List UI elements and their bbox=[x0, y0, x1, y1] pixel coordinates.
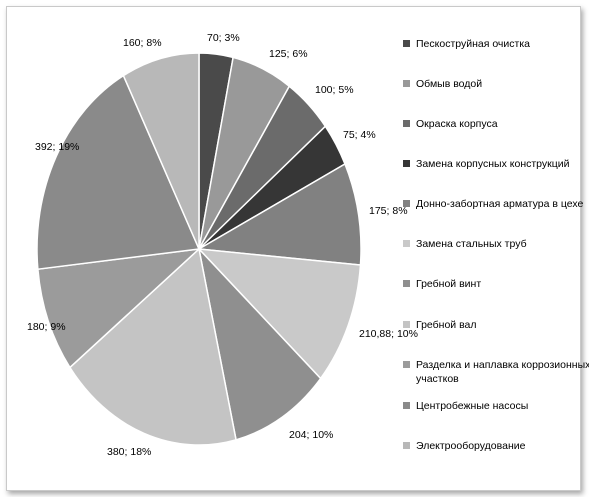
slice-data-label: 204; 10% bbox=[289, 429, 333, 441]
pie-chart: 70; 3% 125; 6% 100; 5% 75; 4% 175; 8% 210,88;… bbox=[27, 32, 418, 458]
slice-data-label: 380; 18% bbox=[107, 446, 151, 458]
legend-swatch bbox=[403, 120, 410, 127]
chart-frame: 70; 3% 125; 6% 100; 5% 75; 4% 175; 8% 210,88;… bbox=[6, 6, 589, 491]
legend-label: Гребной винт bbox=[416, 278, 482, 290]
pie-slice bbox=[197, 246, 322, 441]
slice-data-label: 100; 5% bbox=[315, 84, 354, 96]
legend-swatch bbox=[403, 80, 410, 87]
slice-data-label: 75; 4% bbox=[343, 129, 376, 141]
slice-data-label: 160; 8% bbox=[123, 37, 162, 49]
legend-label: Гребной вал bbox=[416, 319, 477, 331]
slice-data-label: 392; 19% bbox=[35, 141, 79, 153]
slice-data-label: 180; 9% bbox=[27, 321, 66, 333]
legend-label: Обмыв водой bbox=[416, 78, 483, 90]
legend-label: Электрооборудование bbox=[416, 440, 526, 452]
pie-slice bbox=[196, 162, 362, 266]
legend-label: Донно-забортная арматура в цехе bbox=[416, 198, 584, 210]
pie-slice bbox=[68, 247, 237, 446]
legend-label: Центробежные насосы bbox=[416, 400, 529, 412]
legend-label: Пескоструйная очистка bbox=[416, 38, 530, 50]
legend-swatch bbox=[403, 442, 410, 449]
slice-data-label: 210,88; 10% bbox=[359, 328, 418, 340]
legend-swatch bbox=[403, 361, 410, 368]
legend-swatch bbox=[403, 40, 410, 47]
pie-slice bbox=[122, 52, 200, 250]
pie-slice bbox=[197, 248, 362, 380]
legend-swatch bbox=[403, 402, 410, 409]
slice-data-label: 125; 6% bbox=[269, 48, 308, 60]
legend-swatch bbox=[403, 160, 410, 167]
legend-label: Окраска корпуса bbox=[416, 118, 498, 130]
pie-slice bbox=[36, 74, 201, 271]
legend-label: Замена корпусных конструкций bbox=[416, 158, 570, 170]
legend-swatch bbox=[403, 240, 410, 247]
legend-label: Разделка и наплавка коррозионных участко… bbox=[416, 359, 589, 385]
pie-slice bbox=[37, 247, 202, 369]
slice-data-label: 175; 8% bbox=[369, 205, 408, 217]
legend-swatch bbox=[403, 200, 410, 207]
slice-data-label: 70; 3% bbox=[207, 32, 240, 44]
legend-swatch bbox=[403, 321, 410, 328]
legend-swatch bbox=[403, 280, 410, 287]
legend-label: Замена стальных труб bbox=[416, 238, 527, 250]
